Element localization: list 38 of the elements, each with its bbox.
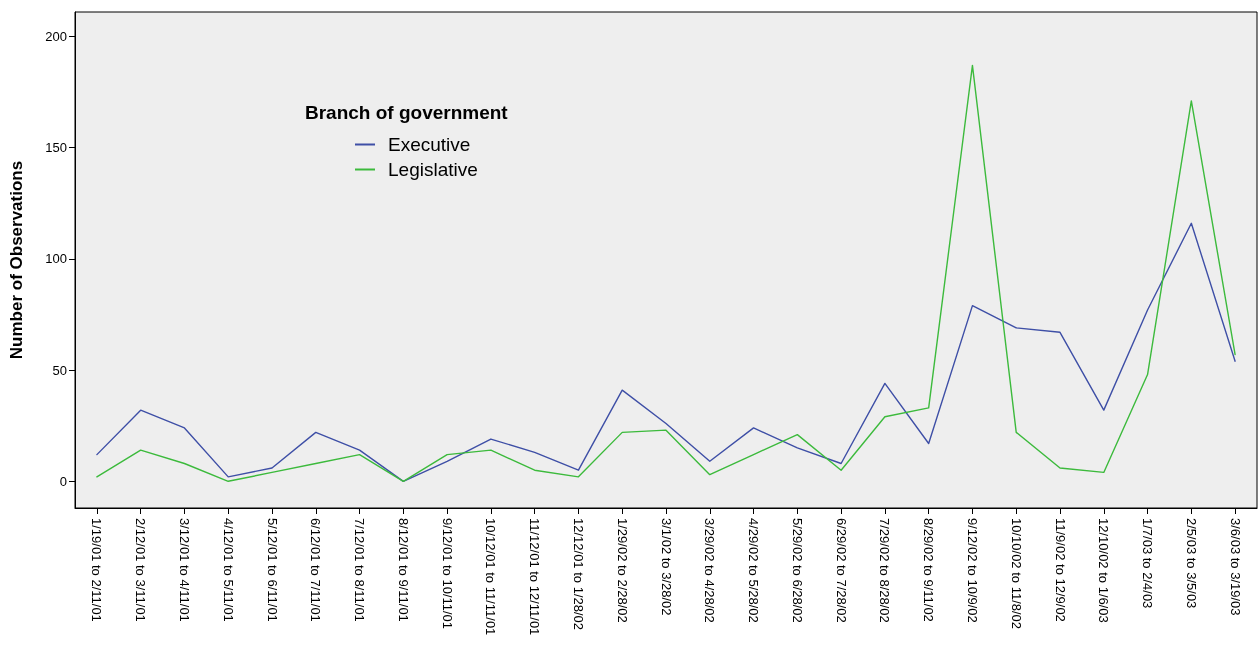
x-tick-label: 7/12/01 to 8/11/01 xyxy=(352,518,368,622)
x-tick-label: 5/12/01 to 6/11/01 xyxy=(264,518,280,622)
x-tick-label: 11/12/01 to 12/11/01 xyxy=(527,518,543,636)
x-tick-label: 4/29/02 to 5/28/02 xyxy=(746,518,762,623)
x-tick-label: 7/29/02 to 8/28/02 xyxy=(877,518,893,623)
x-tick-label: 9/12/01 to 10/11/01 xyxy=(439,518,455,630)
x-tick-label: 1/7/03 to 2/4/03 xyxy=(1140,518,1156,609)
x-tick-label: 4/12/01 to 5/11/01 xyxy=(220,518,236,622)
x-tick-label: 12/10/02 to 1/6/03 xyxy=(1096,518,1112,623)
x-tick-label: 9/12/02 to 10/9/02 xyxy=(964,518,980,623)
x-tick-label: 3/12/01 to 4/11/01 xyxy=(176,518,192,622)
y-tick-label: 100 xyxy=(45,251,67,267)
x-tick-label: 2/5/03 to 3/5/03 xyxy=(1183,518,1199,609)
y-tick-label: 200 xyxy=(45,28,67,44)
x-tick-label: 1/19/01 to 2/11/01 xyxy=(89,518,105,622)
line-series xyxy=(96,64,1236,483)
x-tick-label: 8/12/01 to 9/11/01 xyxy=(395,518,411,622)
legend-label: Legislative xyxy=(388,159,478,180)
x-tick-label: 10/12/01 to 11/11/01 xyxy=(483,518,499,636)
x-tick-label: 10/10/02 to 11/8/02 xyxy=(1008,518,1024,630)
line-series xyxy=(96,222,1236,483)
y-tick-label: 150 xyxy=(45,140,67,156)
x-tick-label: 3/29/02 to 4/28/02 xyxy=(702,518,718,623)
x-tick-label: 11/9/02 to 12/9/02 xyxy=(1052,518,1068,622)
x-tick-label: 2/12/01 to 3/11/01 xyxy=(133,518,149,622)
x-tick-label: 5/29/02 to 6/28/02 xyxy=(789,518,805,623)
x-tick-label: 6/29/02 to 7/28/02 xyxy=(833,518,849,623)
legend-label: Executive xyxy=(388,134,471,155)
y-tick-label: 50 xyxy=(52,362,67,378)
y-tick-label: 0 xyxy=(59,473,67,489)
x-tick-label: 6/12/01 to 7/11/01 xyxy=(308,518,324,622)
legend-title: Branch of government xyxy=(305,102,509,123)
y-axis-title: Number of Observations xyxy=(7,160,26,360)
x-tick-label: 1/29/02 to 2/28/02 xyxy=(614,518,630,623)
x-tick-label: 3/1/02 to 3/28/02 xyxy=(658,518,674,616)
x-tick-label: 8/29/02 to 9/11/02 xyxy=(921,518,937,622)
x-tick-label: 3/6/03 to 3/19/03 xyxy=(1227,518,1243,616)
x-tick-label: 12/12/01 to 1/28/02 xyxy=(570,518,586,631)
